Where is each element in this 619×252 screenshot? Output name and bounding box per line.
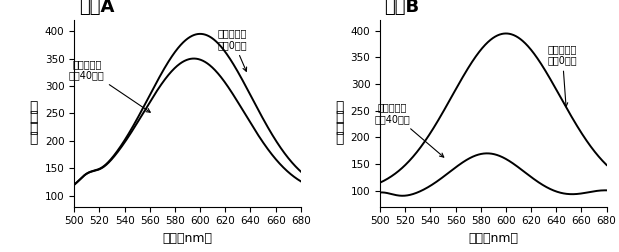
Text: 强: 强 xyxy=(335,121,344,135)
Text: 光: 光 xyxy=(335,111,344,124)
Text: 度: 度 xyxy=(29,131,38,145)
Text: 荧: 荧 xyxy=(29,100,38,114)
Text: 体系B: 体系B xyxy=(384,0,420,16)
Text: 强: 强 xyxy=(29,121,38,135)
Text: 氧化石墨烯
作用0分钟: 氧化石墨烯 作用0分钟 xyxy=(547,44,577,107)
Text: 度: 度 xyxy=(335,131,344,145)
Text: 体系A: 体系A xyxy=(79,0,114,16)
Text: 氧化石墨烯
作用40分钟: 氧化石墨烯 作用40分钟 xyxy=(374,103,444,157)
Text: 氧化石墨烯
作用0分钟: 氧化石墨烯 作用0分钟 xyxy=(218,28,248,71)
X-axis label: 波长（nm）: 波长（nm） xyxy=(163,232,212,245)
Text: 光: 光 xyxy=(29,111,38,124)
Text: 氧化石墨烯
作用40分钟: 氧化石墨烯 作用40分钟 xyxy=(69,59,150,112)
Text: 荧: 荧 xyxy=(335,100,344,114)
X-axis label: 波长（nm）: 波长（nm） xyxy=(469,232,518,245)
